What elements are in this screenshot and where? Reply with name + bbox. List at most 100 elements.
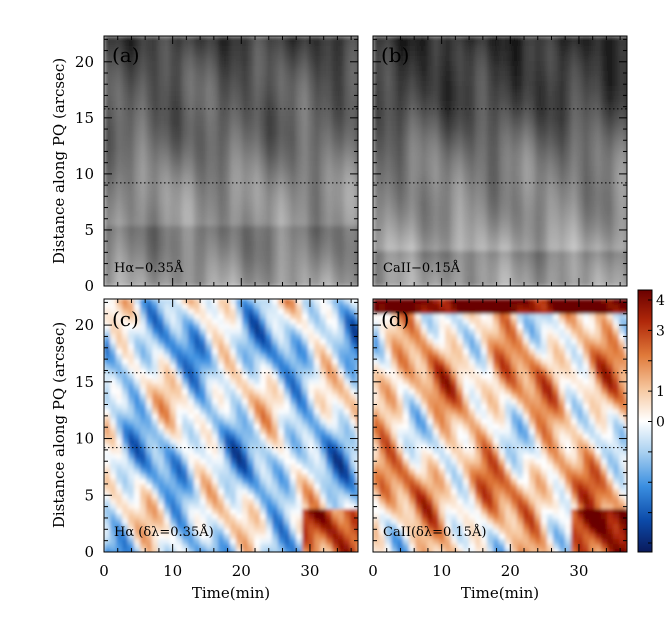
image-pixel	[248, 111, 255, 117]
image-pixel	[302, 76, 309, 82]
image-pixel	[242, 171, 249, 177]
image-pixel	[176, 399, 183, 405]
image-pixel	[146, 354, 153, 360]
image-pixel	[607, 281, 614, 286]
image-pixel	[284, 166, 291, 172]
image-pixel	[338, 211, 345, 217]
image-pixel	[248, 46, 255, 52]
image-pixel	[481, 236, 488, 242]
image-pixel	[487, 216, 494, 222]
image-pixel	[326, 156, 333, 162]
image-pixel	[272, 146, 279, 152]
image-pixel	[338, 121, 345, 127]
image-pixel	[110, 36, 117, 42]
image-pixel	[571, 66, 578, 72]
image-pixel	[475, 261, 482, 267]
image-pixel	[110, 166, 117, 172]
image-pixel	[236, 101, 243, 107]
image-pixel	[182, 61, 189, 67]
image-pixel	[338, 86, 345, 92]
image-pixel	[463, 136, 470, 142]
image-pixel	[194, 46, 201, 52]
image-pixel	[499, 221, 506, 227]
image-pixel	[176, 111, 183, 117]
image-pixel	[379, 216, 386, 222]
image-pixel	[595, 226, 602, 232]
image-pixel	[272, 136, 279, 142]
image-pixel	[403, 86, 410, 92]
image-pixel	[146, 121, 153, 127]
image-pixel	[451, 81, 458, 87]
image-pixel	[140, 359, 147, 365]
image-pixel	[601, 121, 608, 127]
image-pixel	[116, 246, 123, 252]
image-pixel	[344, 96, 351, 102]
image-pixel	[200, 41, 207, 47]
image-pixel	[577, 101, 584, 107]
image-pixel	[421, 96, 428, 102]
image-pixel	[104, 161, 111, 167]
image-pixel	[475, 196, 482, 202]
image-pixel	[278, 166, 285, 172]
image-pixel	[523, 216, 530, 222]
image-pixel	[212, 111, 219, 117]
image-pixel	[505, 281, 512, 286]
image-pixel	[457, 211, 464, 217]
image-pixel	[146, 399, 153, 405]
image-pixel	[457, 231, 464, 237]
image-pixel	[457, 276, 464, 282]
image-pixel	[385, 76, 392, 82]
image-pixel	[397, 226, 404, 232]
image-pixel	[122, 141, 129, 147]
image-pixel	[619, 36, 626, 42]
image-pixel	[475, 206, 482, 212]
image-pixel	[577, 161, 584, 167]
image-pixel	[128, 271, 135, 277]
image-pixel	[350, 141, 357, 147]
image-pixel	[445, 41, 452, 47]
image-pixel	[589, 266, 596, 272]
image-pixel	[182, 364, 189, 370]
image-pixel	[242, 256, 249, 262]
image-pixel	[439, 176, 446, 182]
image-pixel	[326, 191, 333, 197]
image-pixel	[421, 111, 428, 117]
image-pixel	[356, 101, 358, 107]
image-pixel	[284, 211, 291, 217]
image-pixel	[403, 116, 410, 122]
image-pixel	[146, 299, 153, 305]
image-pixel	[158, 409, 165, 415]
image-pixel	[571, 201, 578, 207]
image-pixel	[499, 56, 506, 62]
image-pixel	[170, 76, 177, 82]
image-pixel	[188, 101, 195, 107]
image-pixel	[385, 276, 392, 282]
image-pixel	[164, 439, 171, 445]
image-pixel	[188, 251, 195, 257]
image-pixel	[170, 399, 177, 405]
image-pixel	[272, 141, 279, 147]
image-pixel	[517, 146, 524, 152]
image-pixel	[128, 334, 135, 340]
image-pixel	[146, 216, 153, 222]
image-pixel	[427, 126, 434, 132]
image-pixel	[541, 141, 548, 147]
image-pixel	[499, 146, 506, 152]
image-pixel	[284, 51, 291, 57]
image-pixel	[619, 191, 626, 197]
image-pixel	[122, 449, 129, 455]
image-pixel	[302, 61, 309, 67]
image-pixel	[409, 236, 416, 242]
image-pixel	[451, 41, 458, 47]
image-pixel	[445, 251, 452, 257]
image-pixel	[511, 176, 518, 182]
image-pixel	[589, 171, 596, 177]
image-pixel	[445, 161, 452, 167]
image-pixel	[469, 201, 476, 207]
image-pixel	[176, 201, 183, 207]
image-pixel	[356, 186, 358, 192]
image-pixel	[451, 271, 458, 277]
image-pixel	[266, 101, 273, 107]
image-pixel	[224, 186, 231, 192]
image-pixel	[326, 201, 333, 207]
